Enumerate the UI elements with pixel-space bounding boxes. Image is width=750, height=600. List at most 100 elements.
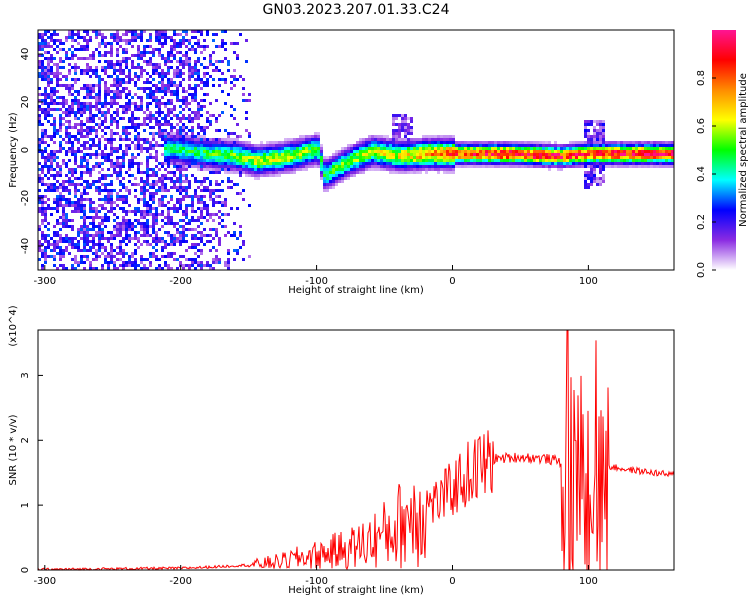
spectrogram-cell xyxy=(125,42,128,45)
spectrogram-cell xyxy=(62,111,65,114)
spectrogram-cell xyxy=(53,234,56,237)
spectrogram-cell xyxy=(416,150,419,153)
spectrogram-cell xyxy=(206,141,209,144)
spectrogram-cell xyxy=(62,99,65,102)
spectrogram-cell xyxy=(527,165,530,168)
spectrogram-cell xyxy=(134,66,137,69)
spectrogram-cell xyxy=(170,54,173,57)
spectrogram-cell xyxy=(218,156,221,159)
spectrogram-cell xyxy=(146,159,149,162)
spectrogram-cell xyxy=(665,156,668,159)
spectrogram-cell xyxy=(74,33,77,36)
spectrogram-cell xyxy=(89,90,92,93)
spectrogram-cell xyxy=(284,156,287,159)
spectrogram-cell xyxy=(107,51,110,54)
spectrogram-cell xyxy=(89,54,92,57)
spectrogram-cell xyxy=(185,186,188,189)
spectrogram-cell xyxy=(50,93,53,96)
spectrogram-cell xyxy=(50,102,53,105)
spectrogram-cell xyxy=(251,159,254,162)
spectrogram-cell xyxy=(428,138,431,141)
spectrogram-cell xyxy=(536,144,539,147)
spectrogram-cell xyxy=(455,147,458,150)
spectrogram-cell xyxy=(116,51,119,54)
spectrogram-cell xyxy=(80,135,83,138)
spectrogram-cell xyxy=(86,171,89,174)
spectrogram-cell xyxy=(236,237,239,240)
spectrogram-cell xyxy=(452,156,455,159)
spectrogram-cell xyxy=(116,246,119,249)
spectrogram-cell xyxy=(68,138,71,141)
spectrogram-cell xyxy=(464,159,467,162)
spectrogram-cell xyxy=(179,42,182,45)
spectrogram-cell xyxy=(38,117,41,120)
spectrogram-cell xyxy=(182,237,185,240)
spectrogram-cell xyxy=(443,165,446,168)
spectrogram-cell xyxy=(227,135,230,138)
spectrogram-ytick-label: 0 xyxy=(20,147,31,153)
spectrogram-cell xyxy=(44,216,47,219)
spectrogram-cell xyxy=(197,30,200,33)
spectrogram-cell xyxy=(170,78,173,81)
spectrogram-cell xyxy=(80,72,83,75)
spectrogram-cell xyxy=(368,141,371,144)
spectrogram-cell xyxy=(116,126,119,129)
spectrogram-cell xyxy=(212,261,215,264)
spectrogram-cell xyxy=(503,153,506,156)
spectrogram-cell xyxy=(86,39,89,42)
spectrogram-cell xyxy=(137,33,140,36)
spectrogram-cell xyxy=(98,216,101,219)
spectrogram-cell xyxy=(641,153,644,156)
spectrogram-cell xyxy=(164,57,167,60)
spectrogram-cell xyxy=(41,267,44,270)
spectrogram-cell xyxy=(149,243,152,246)
spectrogram-cell xyxy=(62,210,65,213)
spectrogram-cell xyxy=(110,141,113,144)
spectrogram-cell xyxy=(146,102,149,105)
spectrogram-cell xyxy=(41,99,44,102)
spectrogram-cell xyxy=(203,129,206,132)
spectrogram-cell xyxy=(482,141,485,144)
spectrogram-cell xyxy=(302,150,305,153)
spectrogram-cell xyxy=(77,42,80,45)
spectrogram-cell xyxy=(95,165,98,168)
spectrogram-cell xyxy=(47,72,50,75)
spectrogram-cell xyxy=(98,198,101,201)
spectrogram-cell xyxy=(119,183,122,186)
spectrogram-cell xyxy=(542,153,545,156)
spectrogram-cell xyxy=(92,105,95,108)
spectrogram-cell xyxy=(209,60,212,63)
spectrogram-cell xyxy=(599,180,602,183)
spectrogram-cell xyxy=(197,207,200,210)
spectrogram-cell xyxy=(41,36,44,39)
spectrogram-cell xyxy=(188,129,191,132)
spectrogram-cell xyxy=(113,255,116,258)
spectrogram-cell xyxy=(365,153,368,156)
spectrogram-cell xyxy=(59,168,62,171)
spectrogram-cell xyxy=(119,225,122,228)
spectrogram-cell xyxy=(68,135,71,138)
spectrogram-cell xyxy=(50,159,53,162)
spectrogram-cell xyxy=(143,30,146,33)
spectrogram-cell xyxy=(476,144,479,147)
spectrogram-cell xyxy=(68,180,71,183)
spectrogram-cell xyxy=(65,126,68,129)
spectrogram-cell xyxy=(173,57,176,60)
spectrogram-cell xyxy=(392,141,395,144)
spectrogram-cell xyxy=(203,72,206,75)
spectrogram-cell xyxy=(116,132,119,135)
spectrogram-cell xyxy=(197,102,200,105)
spectrogram-cell xyxy=(170,240,173,243)
spectrogram-cell xyxy=(83,192,86,195)
spectrogram-cell xyxy=(53,246,56,249)
spectrogram-cell xyxy=(119,63,122,66)
spectrogram-cell xyxy=(527,144,530,147)
spectrogram-cell xyxy=(62,264,65,267)
spectrogram-cell xyxy=(398,144,401,147)
spectrogram-cell xyxy=(311,138,314,141)
spectrogram-cell xyxy=(335,156,338,159)
spectrogram-cell xyxy=(167,153,170,156)
spectrogram-cell xyxy=(125,189,128,192)
spectrogram-cell xyxy=(53,135,56,138)
